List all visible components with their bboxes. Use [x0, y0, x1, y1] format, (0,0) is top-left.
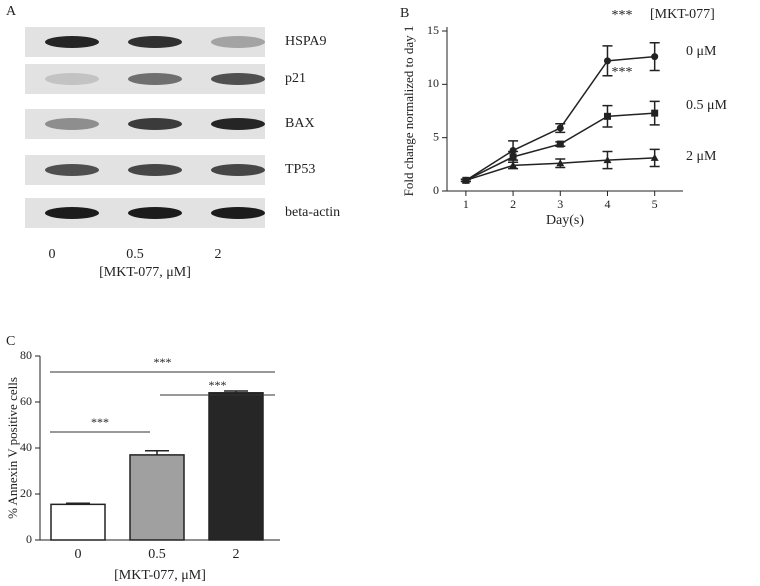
blot-band	[211, 207, 265, 219]
x-tick-label: 2	[510, 197, 516, 211]
annotation: ***	[612, 65, 633, 80]
y-tick-label: 5	[433, 129, 439, 143]
y-tick-label: 80	[20, 348, 32, 362]
x-tick-label: 5	[652, 197, 658, 211]
x-tick-label: 3	[557, 197, 563, 211]
marker	[651, 53, 659, 61]
marker	[556, 124, 564, 132]
annotation: ***	[154, 355, 172, 369]
marker	[603, 57, 611, 65]
blot-band	[128, 207, 182, 219]
blot-band	[45, 36, 99, 48]
x-tick-label: 0	[75, 547, 82, 562]
bar	[208, 392, 264, 541]
x-tick-label: 1	[463, 197, 469, 211]
lane-label: 0.5	[126, 247, 144, 262]
x-tick-label: 0.5	[148, 547, 166, 562]
lane-label: 0	[49, 247, 56, 262]
legend-title: [MKT-077]	[650, 7, 715, 22]
blot-band	[128, 118, 182, 130]
error-bar	[145, 450, 169, 455]
blot-band	[45, 207, 99, 219]
panel-label: A	[6, 4, 17, 19]
x-tick-label: 2	[233, 547, 240, 562]
series-label: 0.5 μM	[686, 98, 728, 113]
blot-band	[45, 73, 99, 85]
blot-band	[128, 36, 182, 48]
y-tick-label: 20	[20, 486, 32, 500]
marker	[556, 140, 564, 148]
blot-band	[211, 118, 265, 130]
lane-label: 2	[215, 247, 222, 262]
marker	[651, 109, 659, 117]
protein-label: TP53	[285, 162, 315, 177]
marker	[509, 161, 518, 169]
protein-label: p21	[285, 71, 306, 86]
x-axis-title: [MKT-077, μM]	[114, 568, 206, 583]
y-tick-label: 0	[433, 183, 439, 197]
blot-band	[45, 164, 99, 176]
annotation: ***	[612, 8, 633, 23]
y-tick-label: 40	[20, 440, 32, 454]
y-axis-title: Fold change normalized to day 1	[401, 26, 416, 197]
blot-band	[211, 164, 265, 176]
protein-label: beta-actin	[285, 205, 340, 220]
marker	[603, 112, 611, 120]
y-tick-label: 10	[427, 76, 439, 90]
series-label: 2 μM	[686, 149, 717, 164]
y-axis-title: % Annexin V positive cells	[5, 377, 20, 519]
blot-band	[45, 118, 99, 130]
bar	[50, 503, 106, 541]
bar	[129, 454, 185, 541]
marker	[603, 156, 612, 164]
y-tick-label: 15	[427, 23, 439, 37]
annotation: ***	[209, 378, 227, 392]
marker	[461, 176, 470, 184]
error-bar	[66, 502, 90, 505]
x-tick-label: 4	[604, 197, 610, 211]
protein-label: HSPA9	[285, 34, 327, 49]
marker	[556, 159, 565, 167]
blot-band	[211, 36, 265, 48]
marker	[650, 153, 659, 161]
blot-band	[211, 73, 265, 85]
panel-label: B	[400, 6, 409, 21]
error-bar	[224, 390, 248, 393]
marker	[509, 153, 517, 161]
x-axis-title: Day(s)	[546, 213, 584, 228]
blot-band	[128, 164, 182, 176]
panel-label: C	[6, 334, 15, 349]
series-label: 0 μM	[686, 44, 717, 59]
y-tick-label: 0	[26, 532, 32, 546]
annotation: ***	[91, 415, 109, 429]
x-axis-title: [MKT-077, μM]	[99, 265, 191, 280]
y-tick-label: 60	[20, 394, 32, 408]
blot-band	[128, 73, 182, 85]
protein-label: BAX	[285, 116, 315, 131]
